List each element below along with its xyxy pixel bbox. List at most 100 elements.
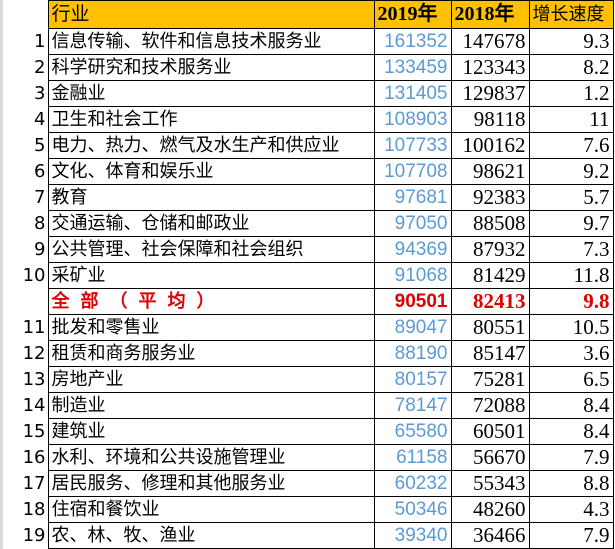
value-2018-cell[interactable]: 98118 xyxy=(450,106,530,133)
value-2019-cell[interactable]: 60232 xyxy=(373,470,452,497)
growth-cell[interactable]: 9.2 xyxy=(528,158,614,185)
value-2018-cell[interactable]: 82413 xyxy=(450,288,530,315)
growth-cell[interactable]: 9.8 xyxy=(528,288,614,315)
industry-cell[interactable]: 文化、体育和娱乐业 xyxy=(47,158,375,185)
growth-cell[interactable]: 8.2 xyxy=(528,54,614,81)
header-2018[interactable]: 2018年 xyxy=(450,0,530,29)
growth-cell[interactable]: 7.9 xyxy=(528,444,614,471)
growth-cell[interactable]: 7.9 xyxy=(528,522,614,549)
value-2019-cell[interactable]: 131405 xyxy=(373,80,452,107)
value-2018-cell[interactable]: 100162 xyxy=(450,132,530,159)
growth-cell[interactable]: 4.3 xyxy=(528,496,614,523)
industry-cell[interactable]: 电力、热力、燃气及水生产和供应业 xyxy=(47,132,375,159)
value-2018-cell[interactable]: 60501 xyxy=(450,418,530,445)
industry-cell[interactable]: 信息传输、软件和信息技术服务业 xyxy=(47,28,375,55)
industry-cell[interactable]: 水利、环境和公共设施管理业 xyxy=(47,444,375,471)
rank-cell[interactable]: 11 xyxy=(3,314,49,341)
industry-cell[interactable]: 批发和零售业 xyxy=(47,314,375,341)
industry-cell[interactable]: 房地产业 xyxy=(47,366,375,393)
industry-cell[interactable]: 全部（平均） xyxy=(47,288,375,315)
rank-cell[interactable]: 1 xyxy=(3,28,49,55)
rank-cell[interactable]: 17 xyxy=(3,470,49,497)
value-2019-cell[interactable]: 89047 xyxy=(373,314,452,341)
value-2019-cell[interactable]: 65580 xyxy=(373,418,452,445)
rank-cell[interactable]: 6 xyxy=(3,158,49,185)
industry-cell[interactable]: 卫生和社会工作 xyxy=(47,106,375,133)
value-2019-cell[interactable]: 91068 xyxy=(373,262,452,289)
rank-cell[interactable]: 15 xyxy=(3,418,49,445)
rank-cell[interactable]: 3 xyxy=(3,80,49,107)
value-2018-cell[interactable]: 75281 xyxy=(450,366,530,393)
value-2019-cell[interactable]: 97050 xyxy=(373,210,452,237)
rank-cell[interactable] xyxy=(3,288,49,315)
growth-cell[interactable]: 10.5 xyxy=(528,314,614,341)
rank-cell[interactable]: 7 xyxy=(3,184,49,211)
rank-cell[interactable]: 5 xyxy=(3,132,49,159)
value-2018-cell[interactable]: 123343 xyxy=(450,54,530,81)
rank-cell[interactable]: 13 xyxy=(3,366,49,393)
industry-cell[interactable]: 农、林、牧、渔业 xyxy=(47,522,375,549)
growth-cell[interactable]: 7.6 xyxy=(528,132,614,159)
value-2018-cell[interactable]: 81429 xyxy=(450,262,530,289)
value-2018-cell[interactable]: 55343 xyxy=(450,470,530,497)
header-growth[interactable]: 增长速度 xyxy=(528,0,614,29)
rank-cell[interactable]: 10 xyxy=(3,262,49,289)
header-industry[interactable]: 行业 xyxy=(47,0,375,29)
growth-cell[interactable]: 7.3 xyxy=(528,236,614,263)
value-2018-cell[interactable]: 80551 xyxy=(450,314,530,341)
value-2018-cell[interactable]: 87932 xyxy=(450,236,530,263)
value-2018-cell[interactable]: 85147 xyxy=(450,340,530,367)
rank-cell[interactable]: 12 xyxy=(3,340,49,367)
industry-cell[interactable]: 教育 xyxy=(47,184,375,211)
value-2019-cell[interactable]: 97681 xyxy=(373,184,452,211)
growth-cell[interactable]: 3.6 xyxy=(528,340,614,367)
growth-cell[interactable]: 9.3 xyxy=(528,28,614,55)
growth-cell[interactable]: 8.8 xyxy=(528,470,614,497)
rank-cell[interactable]: 9 xyxy=(3,236,49,263)
header-2019[interactable]: 2019年 xyxy=(373,0,452,29)
value-2019-cell[interactable]: 50346 xyxy=(373,496,452,523)
rank-cell[interactable]: 18 xyxy=(3,496,49,523)
value-2018-cell[interactable]: 72088 xyxy=(450,392,530,419)
industry-cell[interactable]: 采矿业 xyxy=(47,262,375,289)
value-2018-cell[interactable]: 147678 xyxy=(450,28,530,55)
value-2019-cell[interactable]: 78147 xyxy=(373,392,452,419)
growth-cell[interactable]: 6.5 xyxy=(528,366,614,393)
growth-cell[interactable]: 9.7 xyxy=(528,210,614,237)
value-2018-cell[interactable]: 98621 xyxy=(450,158,530,185)
industry-cell[interactable]: 科学研究和技术服务业 xyxy=(47,54,375,81)
value-2019-cell[interactable]: 61158 xyxy=(373,444,452,471)
industry-cell[interactable]: 租赁和商务服务业 xyxy=(47,340,375,367)
growth-cell[interactable]: 1.2 xyxy=(528,80,614,107)
value-2019-cell[interactable]: 161352 xyxy=(373,28,452,55)
value-2018-cell[interactable]: 88508 xyxy=(450,210,530,237)
growth-cell[interactable]: 8.4 xyxy=(528,392,614,419)
industry-cell[interactable]: 交通运输、仓储和邮政业 xyxy=(47,210,375,237)
value-2019-cell[interactable]: 133459 xyxy=(373,54,452,81)
value-2019-cell[interactable]: 107733 xyxy=(373,132,452,159)
rank-cell[interactable]: 8 xyxy=(3,210,49,237)
industry-cell[interactable]: 金融业 xyxy=(47,80,375,107)
rank-cell[interactable]: 14 xyxy=(3,392,49,419)
value-2019-cell[interactable]: 108903 xyxy=(373,106,452,133)
value-2019-cell[interactable]: 90501 xyxy=(373,288,452,315)
value-2018-cell[interactable]: 36466 xyxy=(450,522,530,549)
growth-cell[interactable]: 8.4 xyxy=(528,418,614,445)
growth-cell[interactable]: 11.8 xyxy=(528,262,614,289)
value-2019-cell[interactable]: 39340 xyxy=(373,522,452,549)
value-2019-cell[interactable]: 88190 xyxy=(373,340,452,367)
industry-cell[interactable]: 公共管理、社会保障和社会组织 xyxy=(47,236,375,263)
industry-cell[interactable]: 住宿和餐饮业 xyxy=(47,496,375,523)
industry-cell[interactable]: 居民服务、修理和其他服务业 xyxy=(47,470,375,497)
value-2018-cell[interactable]: 56670 xyxy=(450,444,530,471)
growth-cell[interactable]: 5.7 xyxy=(528,184,614,211)
value-2018-cell[interactable]: 129837 xyxy=(450,80,530,107)
value-2019-cell[interactable]: 107708 xyxy=(373,158,452,185)
value-2018-cell[interactable]: 48260 xyxy=(450,496,530,523)
rank-cell[interactable]: 16 xyxy=(3,444,49,471)
growth-cell[interactable]: 11 xyxy=(528,106,614,133)
value-2019-cell[interactable]: 80157 xyxy=(373,366,452,393)
value-2019-cell[interactable]: 94369 xyxy=(373,236,452,263)
rank-cell[interactable]: 2 xyxy=(3,54,49,81)
rank-cell[interactable]: 4 xyxy=(3,106,49,133)
